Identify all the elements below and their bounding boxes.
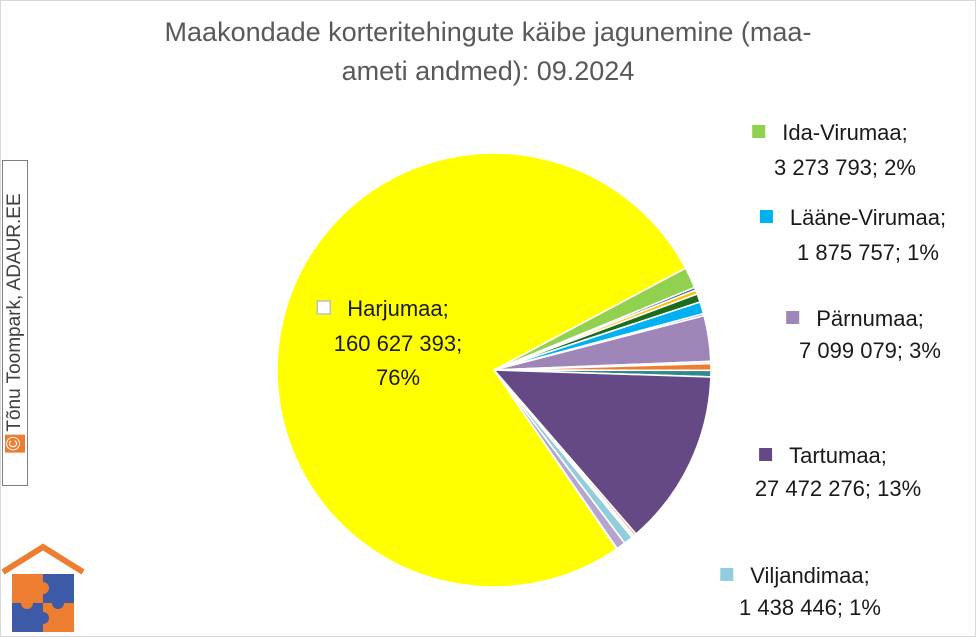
legend-key-l-ne-virumaa [759,210,773,223]
data-label-harjumaa-line2: 160 627 393; [334,331,462,356]
data-label-ida-virumaa: Ida-Virumaa; 3 273 793; 2% [752,120,916,180]
data-label-viljandimaa: Viljandimaa; 1 438 446; 1% [720,563,881,620]
data-label-tartumaa: Tartumaa; 27 472 276; 13% [755,443,921,501]
data-label-viljandimaa-line1: Viljandimaa; [750,563,869,588]
copyright-owner: Tõnu Toompark, ADAUR.EE [4,193,25,432]
legend-key-viljandimaa [720,568,734,581]
data-label-harjumaa: Harjumaa; 160 627 393; 76% [316,296,462,390]
copyright-text: © Tõnu Toompark, ADAUR.EE [4,193,25,453]
copyright-watermark: © Tõnu Toompark, ADAUR.EE [2,160,28,486]
data-label-harjumaa-line3: 76% [376,365,420,390]
data-label-tartumaa-line2: 27 472 276; 13% [755,476,921,501]
data-label-p-rnumaa-line1: Pärnumaa; [816,306,924,331]
data-label-ida-virumaa-line2: 3 273 793; 2% [774,155,916,180]
data-label-ida-virumaa-line1: Ida-Virumaa; [782,120,908,145]
copyright-symbol: © [4,434,25,453]
data-label-l-ne-virumaa: Lääne-Virumaa; 1 875 757; 1% [759,205,946,265]
data-label-l-ne-virumaa-line2: 1 875 757; 1% [797,240,939,265]
data-label-p-rnumaa: Pärnumaa; 7 099 079; 3% [786,306,941,363]
legend-key-harjumaa [316,300,332,315]
house-puzzle-logo-icon [1,543,85,632]
chart-title-line-2: ameti andmed): 09.2024 [342,56,635,86]
pie-slice-tartumaa [492,369,712,536]
data-label-l-ne-virumaa-line1: Lääne-Virumaa; [790,205,946,230]
legend-key-p-rnumaa [786,311,800,324]
data-label-viljandimaa-line2: 1 438 446; 1% [739,595,881,620]
data-label-tartumaa-line1: Tartumaa; [789,443,887,468]
data-label-p-rnumaa-line2: 7 099 079; 3% [799,338,941,363]
data-label-harjumaa-line1: Harjumaa; [347,296,448,321]
data-labels: Ida-Virumaa; 3 273 793; 2% Lääne-Virumaa; 1… [316,120,946,620]
chart-title-line-1: Maakondade korteritehingute käibe jagune… [165,17,812,47]
legend-key-tartumaa [759,448,773,461]
pie-slices [276,152,712,588]
legend-key-ida-virumaa [752,125,766,138]
pie-slice-harjumaa [276,152,687,588]
